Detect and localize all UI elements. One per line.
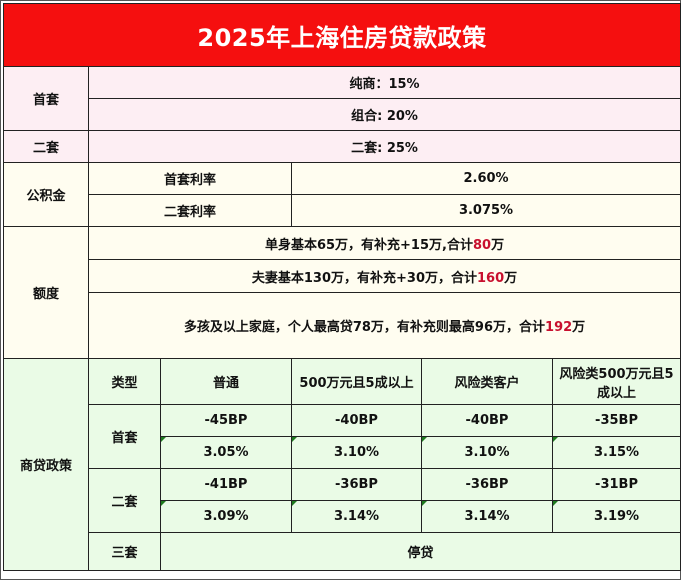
page-title: 2025年上海住房贷款政策 xyxy=(2,3,682,67)
pf-first-rate-value: 2.60% xyxy=(290,162,682,195)
quota-single-text: 单身基本65万，有补充+15万,合计 xyxy=(264,237,473,253)
first-home-label: 首套 xyxy=(3,66,89,131)
header-risk: 风险类客户 xyxy=(421,358,553,405)
header-type: 类型 xyxy=(88,358,161,405)
second-bp-normal: -41BP xyxy=(160,468,292,501)
quota-single-total: 80 xyxy=(472,237,492,253)
quota-label: 额度 xyxy=(3,226,89,359)
quota-couple: 夫妻基本130万，有补充+30万，合计160万 xyxy=(87,259,682,293)
first-home-combined-ratio: 组合: 20% xyxy=(87,98,682,131)
commercial-first-label: 首套 xyxy=(88,404,161,469)
provident-fund-label: 公积金 xyxy=(3,162,89,227)
commercial-label: 商贷政策 xyxy=(3,358,89,571)
second-rate-risk: 3.14% xyxy=(421,500,553,533)
first-bp-normal: -45BP xyxy=(160,404,292,437)
quota-multi-child-total: 192 xyxy=(545,320,573,335)
first-rate-5m: 3.10% xyxy=(291,436,422,469)
second-rate-risk-5m: 3.19% xyxy=(551,500,682,533)
pf-second-rate-label: 二套利率 xyxy=(88,194,292,227)
second-rate-normal: 3.09% xyxy=(160,500,292,533)
header-normal: 普通 xyxy=(160,358,292,405)
second-rate-5m: 3.14% xyxy=(291,500,422,533)
second-bp-risk: -36BP xyxy=(421,468,553,501)
first-bp-5m: -40BP xyxy=(291,404,422,437)
pf-first-rate-label: 首套利率 xyxy=(88,162,292,195)
quota-couple-total: 160 xyxy=(477,270,505,286)
policy-table: 2025年上海住房贷款政策 首套 纯商：15% 组合: 20% 二套 二套: 2… xyxy=(2,3,682,571)
first-rate-risk-5m: 3.15% xyxy=(551,436,682,469)
second-bp-5m: -36BP xyxy=(291,468,422,501)
quota-couple-unit: 万 xyxy=(504,270,518,286)
first-bp-risk: -40BP xyxy=(421,404,553,437)
header-5m-50pct: 500万元且5成以上 xyxy=(291,358,422,405)
quota-multi-child-unit: 万 xyxy=(572,320,586,335)
quota-multi-child: 多孩及以上家庭，个人最高贷78万，有补充则最高96万，合计192万 xyxy=(87,292,682,359)
first-home-commercial-ratio: 纯商：15% xyxy=(87,66,682,99)
first-bp-risk-5m: -35BP xyxy=(551,404,682,437)
second-home-ratio: 二套: 25% xyxy=(87,130,682,163)
quota-multi-child-text: 多孩及以上家庭，个人最高贷78万，有补充则最高96万，合计 xyxy=(183,320,546,335)
first-rate-risk: 3.10% xyxy=(421,436,553,469)
commercial-third-label: 三套 xyxy=(88,532,161,571)
header-risk-5m-50pct: 风险类500万元且5成以上 xyxy=(551,358,682,405)
quota-single: 单身基本65万，有补充+15万,合计80万 xyxy=(87,226,682,260)
quota-couple-text: 夫妻基本130万，有补充+30万，合计 xyxy=(251,270,477,286)
commercial-second-label: 二套 xyxy=(88,468,161,533)
quota-single-unit: 万 xyxy=(491,237,505,253)
pf-second-rate-value: 3.075% xyxy=(290,194,682,227)
second-home-label: 二套 xyxy=(3,130,89,163)
first-rate-normal: 3.05% xyxy=(160,436,292,469)
second-bp-risk-5m: -31BP xyxy=(551,468,682,501)
commercial-third-value: 停贷 xyxy=(159,532,682,571)
